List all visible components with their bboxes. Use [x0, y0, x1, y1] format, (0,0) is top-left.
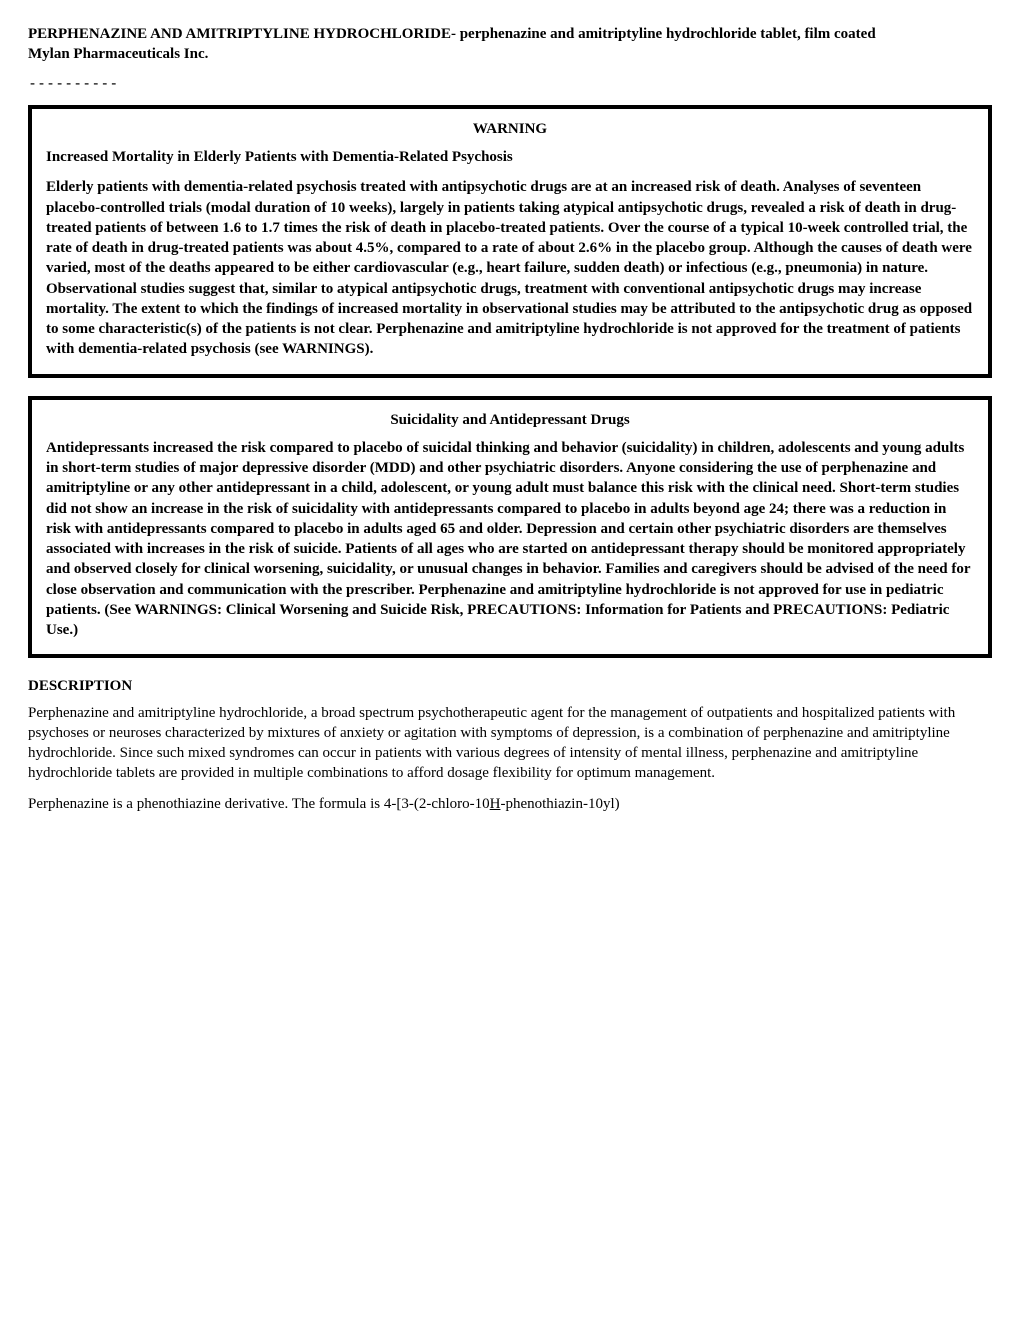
document-header: PERPHENAZINE AND AMITRIPTYLINE HYDROCHLO… [28, 24, 992, 65]
formula-text-pre: Perphenazine is a phenothiazine derivati… [28, 796, 490, 812]
description-paragraph-2: Perphenazine is a phenothiazine derivati… [28, 794, 992, 814]
formula-h-underlined: H [490, 796, 501, 812]
warning-body: Elderly patients with dementia-related p… [46, 177, 974, 359]
warning-box-suicidality: Suicidality and Antidepressant Drugs Ant… [28, 396, 992, 659]
description-heading: DESCRIPTION [28, 676, 992, 696]
description-paragraph-1: Perphenazine and amitriptyline hydrochlo… [28, 703, 992, 784]
formula-text-post: -phenothiazin-10yl) [500, 796, 619, 812]
drug-title: PERPHENAZINE AND AMITRIPTYLINE HYDROCHLO… [28, 26, 876, 42]
warning-title: Suicidality and Antidepressant Drugs [46, 410, 974, 430]
warning-subtitle: Increased Mortality in Elderly Patients … [46, 147, 974, 167]
warning-body: Antidepressants increased the risk compa… [46, 438, 974, 641]
warning-box-mortality: WARNING Increased Mortality in Elderly P… [28, 105, 992, 378]
header-separator: ---------- [28, 73, 992, 93]
warning-title: WARNING [46, 119, 974, 139]
manufacturer: Mylan Pharmaceuticals Inc. [28, 46, 208, 62]
